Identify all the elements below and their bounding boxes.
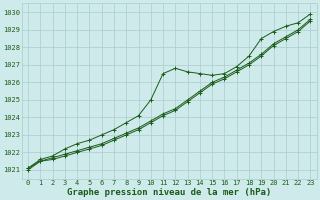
- X-axis label: Graphe pression niveau de la mer (hPa): Graphe pression niveau de la mer (hPa): [67, 188, 271, 197]
